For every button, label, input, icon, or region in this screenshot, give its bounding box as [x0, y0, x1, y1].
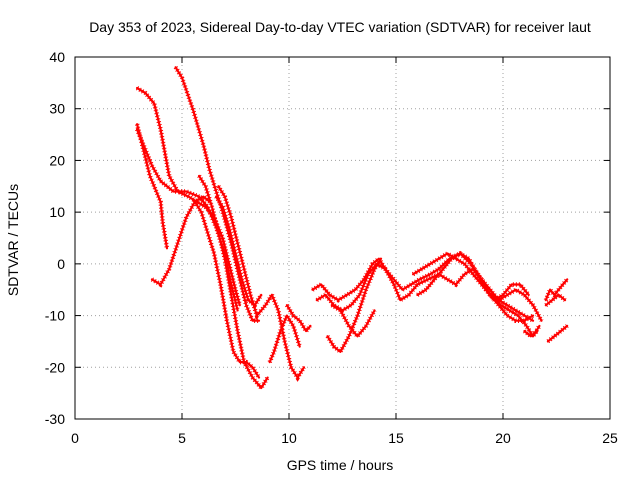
x-tick-label: 20	[495, 430, 511, 446]
series-track-g	[197, 174, 270, 392]
series-track-t	[522, 329, 539, 340]
x-tick-label: 25	[602, 430, 618, 446]
series-markers	[544, 292, 567, 307]
y-tick-label: 0	[57, 256, 65, 272]
series-track-r	[416, 250, 531, 304]
series-track-l	[284, 304, 313, 335]
series-markers	[134, 123, 170, 249]
y-tick-label: 20	[49, 152, 65, 168]
grid-lines	[75, 57, 610, 419]
series-track-h	[216, 185, 274, 321]
series-markers	[150, 193, 212, 288]
series-line	[326, 257, 383, 353]
series-markers	[490, 293, 542, 341]
y-tick-label: 40	[49, 49, 65, 65]
x-tick-label: 15	[388, 430, 404, 446]
y-tick-label: -20	[45, 359, 65, 375]
series-markers	[135, 128, 240, 311]
y-axis-label: SDTVAR / TECUs	[5, 184, 21, 296]
series-line	[136, 128, 239, 312]
series-track-j	[267, 310, 302, 364]
series-markers	[135, 86, 242, 306]
series-line	[523, 330, 539, 338]
series-markers	[216, 185, 274, 321]
series-track-c	[135, 128, 240, 312]
y-tick-label: -10	[45, 308, 65, 324]
series-track-k	[269, 293, 306, 382]
series-track-p	[330, 303, 377, 340]
series-line	[416, 252, 530, 302]
series-markers	[315, 260, 535, 323]
series-markers	[546, 324, 569, 344]
series-line	[285, 304, 312, 333]
plot-frame	[74, 56, 611, 420]
series-line	[270, 293, 306, 379]
series-track-i	[214, 195, 264, 309]
series-markers	[411, 250, 544, 322]
x-tick-label: 5	[178, 430, 186, 446]
series-track-d	[134, 123, 170, 250]
series-markers	[267, 310, 302, 363]
series-markers	[214, 195, 264, 309]
series-markers	[311, 250, 535, 323]
axis-ticks: 0 5 10 15 20 25 -30 -20 -10 0 10 20 30 40	[45, 49, 618, 446]
chart-title: Day 353 of 2023, Sidereal Day-to-day VTE…	[89, 19, 591, 35]
x-tick-label: 0	[71, 430, 79, 446]
series-track-e	[150, 193, 212, 288]
series-markers	[543, 277, 569, 301]
series-track-q	[411, 250, 544, 322]
y-tick-label: 30	[49, 101, 65, 117]
y-tick-label: 10	[49, 204, 65, 220]
series-track-u	[543, 277, 569, 302]
x-tick-label: 10	[281, 430, 297, 446]
series-track-v	[544, 292, 567, 307]
data-series	[134, 66, 569, 392]
y-tick-label: -30	[45, 411, 65, 427]
series-markers	[197, 174, 270, 392]
x-axis-label: GPS time / hours	[287, 457, 394, 473]
series-markers	[330, 303, 377, 340]
series-track-a	[135, 86, 242, 307]
series-track-w	[546, 324, 569, 344]
series-markers	[192, 200, 261, 379]
series-track-o	[325, 257, 383, 356]
series-track-f	[192, 200, 261, 379]
